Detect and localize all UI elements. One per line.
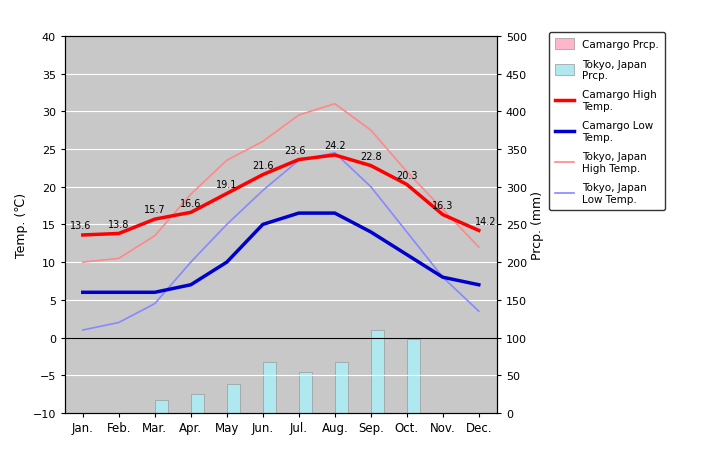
- Text: 22.8: 22.8: [360, 151, 382, 162]
- Text: 21.6: 21.6: [252, 161, 274, 170]
- Text: 13.8: 13.8: [108, 219, 130, 229]
- Bar: [371, 330, 384, 413]
- Bar: [321, 413, 335, 459]
- Bar: [465, 413, 479, 459]
- Text: 16.6: 16.6: [180, 198, 202, 208]
- Bar: [479, 413, 492, 450]
- Y-axis label: Temp. (℃): Temp. (℃): [15, 192, 28, 257]
- Bar: [443, 413, 456, 418]
- Text: 13.6: 13.6: [71, 221, 91, 231]
- Bar: [249, 413, 263, 454]
- Bar: [299, 372, 312, 413]
- Bar: [393, 413, 407, 459]
- Bar: [285, 413, 299, 459]
- Bar: [357, 413, 371, 459]
- Text: 15.7: 15.7: [144, 205, 166, 215]
- Bar: [155, 400, 168, 413]
- Bar: [83, 413, 96, 449]
- Bar: [141, 413, 155, 459]
- Y-axis label: Prcp. (mm): Prcp. (mm): [531, 190, 544, 259]
- Bar: [105, 413, 119, 459]
- Bar: [263, 362, 276, 413]
- Text: 24.2: 24.2: [324, 141, 346, 151]
- Legend: Camargo Prcp., Tokyo, Japan
Prcp., Camargo High
Temp., Camargo Low
Temp., Tokyo,: Camargo Prcp., Tokyo, Japan Prcp., Camar…: [549, 33, 665, 211]
- Bar: [177, 413, 191, 459]
- Text: 16.3: 16.3: [432, 201, 454, 210]
- Bar: [429, 413, 443, 459]
- Bar: [227, 385, 240, 413]
- Bar: [69, 413, 83, 459]
- Text: 20.3: 20.3: [396, 170, 418, 180]
- Bar: [191, 394, 204, 413]
- Bar: [119, 413, 132, 446]
- Bar: [407, 339, 420, 413]
- Bar: [335, 362, 348, 413]
- Text: 14.2: 14.2: [475, 216, 497, 226]
- Bar: [213, 413, 227, 459]
- Text: 23.6: 23.6: [284, 146, 306, 156]
- Text: 19.1: 19.1: [216, 179, 238, 189]
